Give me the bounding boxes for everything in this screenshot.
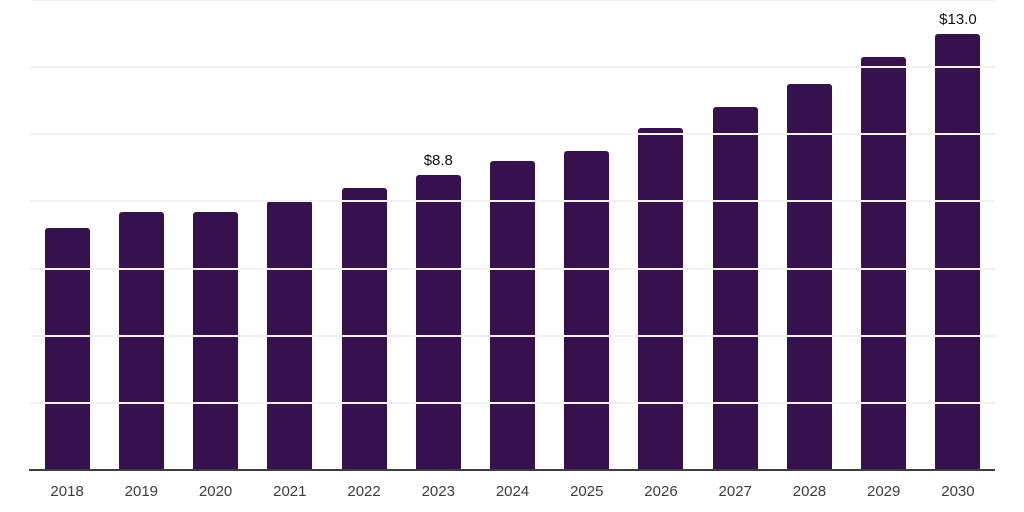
bar-2025 (564, 151, 610, 470)
gridline-14 (30, 0, 995, 1)
bar-column-2019 (104, 0, 178, 470)
gridline-10 (30, 133, 995, 136)
x-tick-label-2018: 2018 (50, 483, 84, 500)
bar-2030 (935, 33, 981, 470)
bar-column-2026 (624, 0, 698, 470)
bar-2023 (415, 174, 461, 470)
x-tick-label-2022: 2022 (347, 483, 381, 500)
x-tick-label-2029: 2029 (867, 483, 901, 500)
bar-column-2021 (253, 0, 327, 470)
x-tick-label-2025: 2025 (570, 483, 604, 500)
plot-area: $8.8 $13.0 (30, 0, 995, 470)
bar-2020 (193, 211, 239, 470)
bar-column-2022 (327, 0, 401, 470)
bar-value-label-2030: $13.0 (939, 10, 977, 28)
gridline-12 (30, 66, 995, 69)
x-tick-label-2027: 2027 (718, 483, 752, 500)
bar-2028 (786, 83, 832, 470)
x-tick-label-2026: 2026 (644, 483, 678, 500)
gridline-2 (30, 401, 995, 404)
bar-column-2018 (30, 0, 104, 470)
bar-column-2030: $13.0 (921, 0, 995, 470)
x-tick-label-2021: 2021 (273, 483, 307, 500)
bar-column-2029 (847, 0, 921, 470)
bar-2029 (861, 57, 907, 470)
bar-column-2023: $8.8 (401, 0, 475, 470)
x-tick-label-2020: 2020 (198, 483, 233, 500)
x-tick-label-2028: 2028 (792, 483, 827, 500)
bar-2024 (490, 161, 536, 470)
x-tick-label-2030: 2030 (941, 483, 975, 500)
x-tick-label-2019: 2019 (124, 483, 159, 500)
bar-column-2020 (178, 0, 252, 470)
bar-column-2028 (772, 0, 846, 470)
x-axis-line (29, 469, 995, 471)
x-tick-label-2024: 2024 (495, 483, 530, 500)
x-tick-label-2023: 2023 (421, 483, 455, 500)
bar-2026 (638, 127, 684, 470)
bar-column-2025 (550, 0, 624, 470)
bar-2019 (118, 211, 164, 470)
bars: $8.8 $13.0 (30, 0, 995, 470)
bar-2022 (341, 188, 387, 470)
bar-2027 (712, 107, 758, 470)
gridline-8 (30, 200, 995, 203)
gridline-4 (30, 334, 995, 337)
bar-value-label-2023: $8.8 (423, 151, 453, 169)
bar-2018 (44, 228, 90, 470)
bar-column-2024 (475, 0, 549, 470)
gridline-6 (30, 267, 995, 270)
bar-column-2027 (698, 0, 772, 470)
x-axis-labels: 2018 2019 2020 2021 2022 2023 2024 2025 2026 2027… (30, 484, 995, 499)
